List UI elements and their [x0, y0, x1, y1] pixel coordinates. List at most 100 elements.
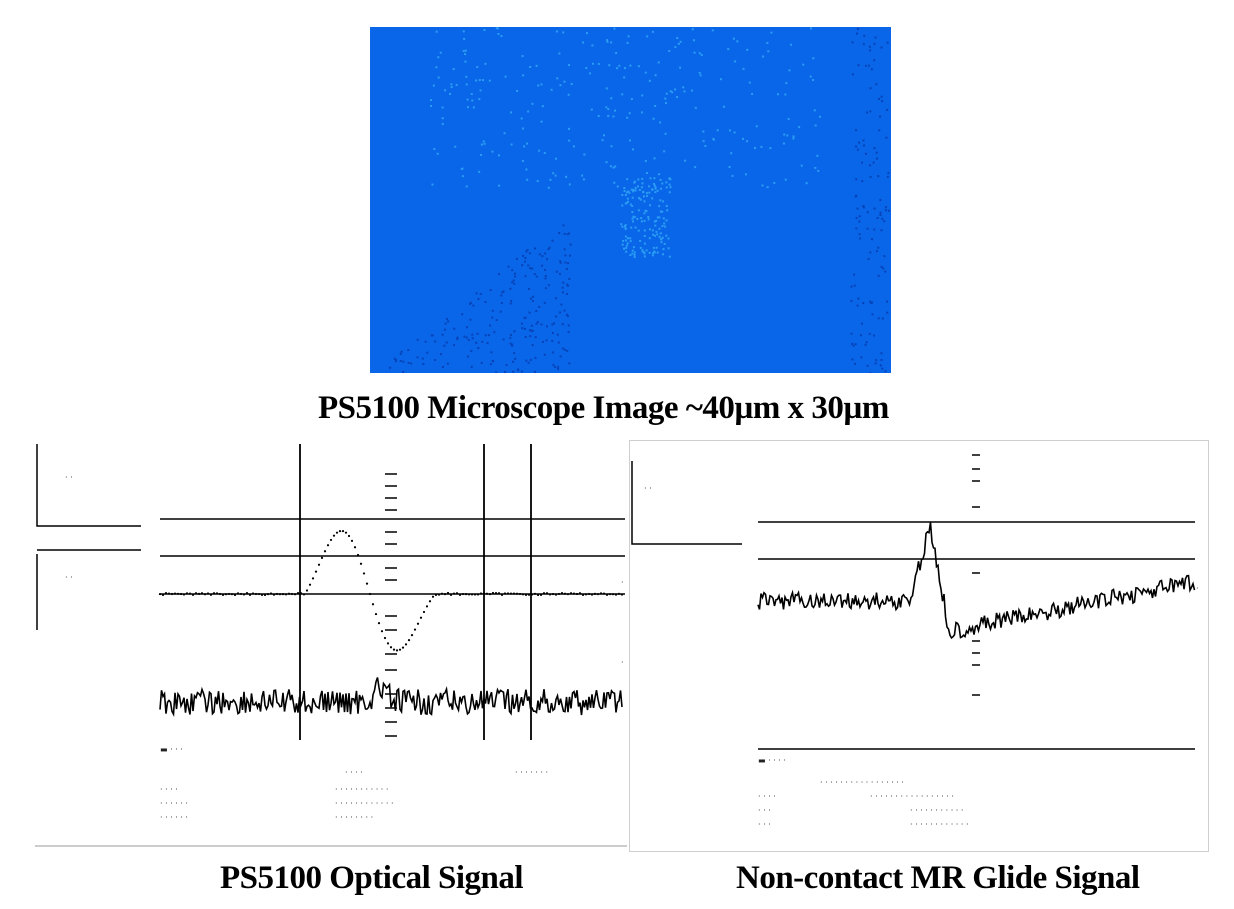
speckle: [546, 325, 549, 328]
speckle: [633, 216, 636, 219]
pulse-dot: [374, 612, 378, 616]
speckle: [449, 92, 452, 95]
speckle: [465, 185, 468, 188]
speckle: [853, 273, 856, 276]
speckle: [881, 217, 884, 220]
speckle: [521, 127, 524, 130]
speckle: [467, 106, 470, 109]
speckle: [855, 194, 858, 197]
speckle: [609, 165, 612, 168]
pulse-dot: [485, 592, 489, 595]
speckle: [668, 255, 671, 258]
speckle: [607, 114, 610, 117]
speckle: [883, 220, 886, 223]
speckle: [809, 75, 812, 78]
pulse-dot: [422, 610, 426, 614]
speckle: [552, 363, 555, 366]
speckle: [640, 217, 643, 220]
speckle: [623, 76, 626, 79]
speckle: [656, 189, 659, 192]
speckle: [783, 133, 786, 136]
speckle: [625, 201, 628, 204]
speckle: [728, 129, 731, 132]
speckle: [531, 267, 534, 270]
optical-scope-screenshot: · · · · ▬ · · · · · · · · · · · · · · · …: [35, 440, 627, 847]
speckle: [626, 116, 629, 119]
speckle: [874, 36, 877, 39]
speckle: [655, 230, 658, 233]
speckle: [622, 239, 625, 242]
speckle: [629, 203, 632, 206]
speckle: [643, 252, 646, 255]
speckle: [441, 106, 444, 109]
speckle: [652, 233, 655, 236]
speckle: [605, 161, 608, 164]
pulse-dot: [200, 592, 204, 595]
speckle: [662, 253, 665, 256]
pulse-dot: [167, 592, 171, 595]
speckle: [632, 246, 635, 249]
speckle: [614, 165, 617, 168]
speckle: [665, 219, 668, 222]
speckle: [856, 27, 859, 30]
speckle: [866, 211, 869, 214]
speckle: [627, 200, 630, 203]
pulse-dot: [527, 593, 531, 596]
speckle: [875, 83, 878, 86]
speckle: [471, 99, 474, 102]
speckle: [402, 360, 405, 363]
speckle: [873, 228, 876, 231]
pulse-dot: [614, 593, 618, 596]
speckle: [399, 352, 402, 355]
speckle: [498, 154, 501, 157]
speckle: [886, 41, 889, 44]
speckle: [881, 317, 884, 320]
speckle: [813, 109, 816, 112]
speckle: [597, 62, 600, 65]
pulse-dot: [413, 628, 417, 631]
speckle: [555, 297, 558, 300]
speckle: [561, 291, 564, 294]
speckle: [864, 152, 867, 155]
speckle: [526, 178, 529, 181]
speckle: [648, 185, 651, 188]
svg-text:· · · · · · ·: · · · · · · ·: [515, 768, 548, 777]
speckle: [647, 216, 650, 219]
speckle: [736, 40, 739, 43]
speckle: [559, 261, 562, 264]
speckle: [528, 311, 531, 314]
speckle: [728, 166, 731, 169]
speckle: [662, 217, 665, 220]
speckle: [648, 79, 651, 82]
speckle: [659, 199, 662, 202]
speckle: [632, 215, 635, 218]
speckle: [679, 66, 682, 69]
speckle: [633, 251, 636, 254]
speckle: [544, 287, 547, 290]
speckle: [624, 193, 627, 196]
pulse-dot: [245, 592, 249, 595]
pulse-dot: [599, 592, 603, 595]
speckle: [667, 247, 670, 250]
pulse-dot: [572, 592, 576, 595]
speckle: [521, 327, 524, 330]
speckle: [557, 341, 560, 344]
pulse-dot: [464, 592, 468, 596]
speckle: [606, 40, 609, 43]
speckle: [608, 64, 611, 67]
speckle: [568, 64, 571, 67]
speckle: [465, 326, 468, 329]
speckle: [511, 281, 514, 284]
speckle: [525, 168, 528, 171]
speckle: [526, 249, 529, 252]
speckle: [528, 267, 531, 270]
speckle: [622, 247, 625, 250]
speckle: [851, 358, 854, 361]
speckle: [497, 32, 500, 35]
speckle: [742, 67, 745, 70]
speckle: [669, 178, 672, 181]
pulse-dot: [536, 593, 540, 597]
pulse-dot: [371, 603, 375, 606]
speckle: [505, 364, 508, 367]
speckle: [880, 352, 883, 355]
